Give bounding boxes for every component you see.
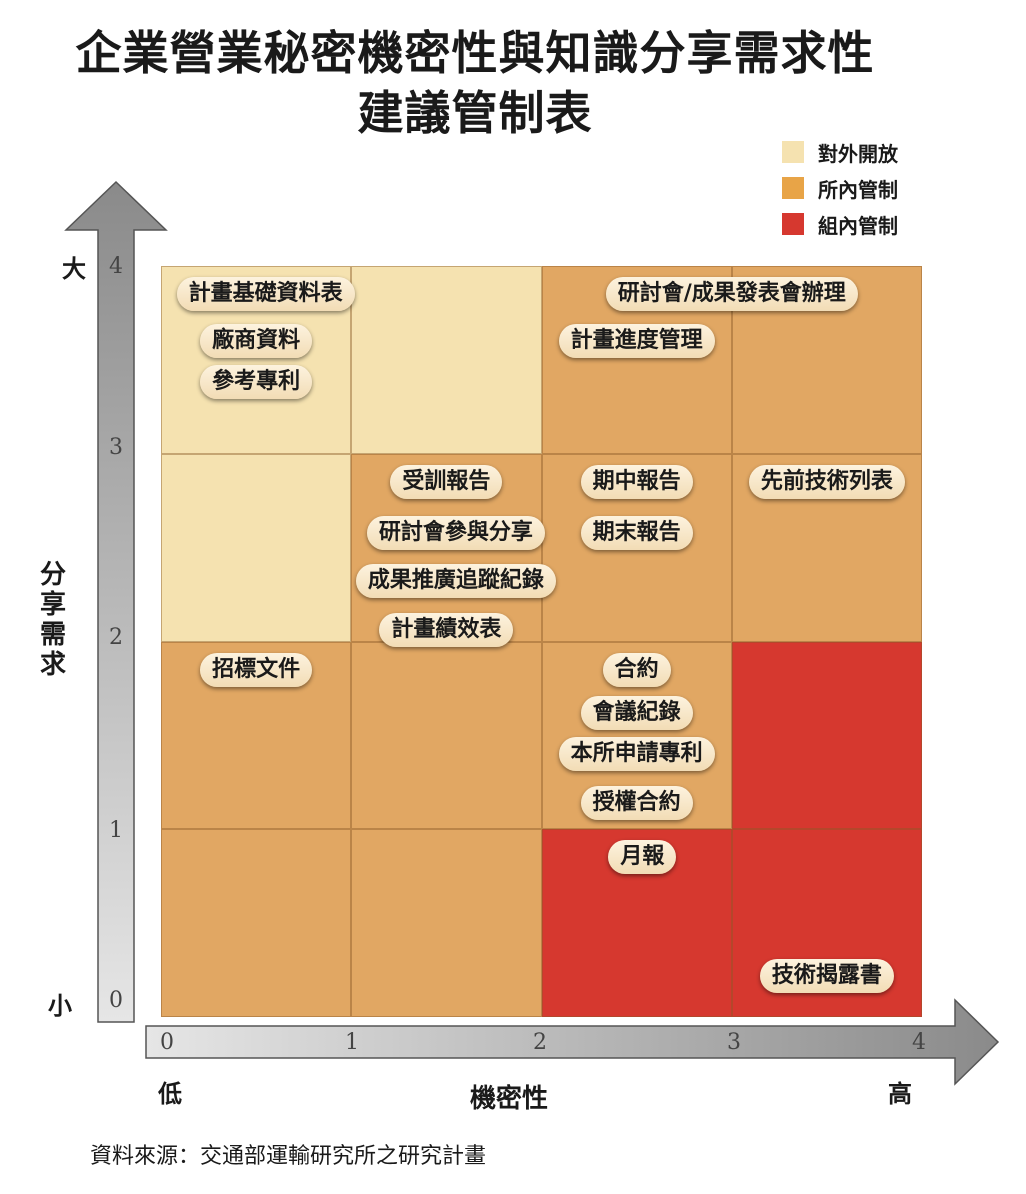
y-tick-0: 0 bbox=[109, 988, 123, 1013]
item-pill: 招標文件 bbox=[200, 652, 313, 687]
legend-item-internal: 所內管制 bbox=[782, 170, 898, 206]
x-tick-1: 1 bbox=[345, 1030, 359, 1055]
y-tick-3: 3 bbox=[109, 435, 123, 460]
y-axis-high-label: 大 bbox=[62, 255, 86, 283]
x-tick-4: 4 bbox=[912, 1030, 926, 1055]
y-axis-arrow bbox=[64, 180, 168, 1023]
item-pill: 技術揭露書 bbox=[759, 958, 894, 993]
x-axis-high-label: 高 bbox=[888, 1080, 912, 1108]
legend-swatch-open bbox=[782, 141, 804, 163]
legend-label: 對外開放 bbox=[818, 141, 898, 166]
page-subtitle: 建議管制表 bbox=[357, 86, 593, 140]
item-pill: 參考專利 bbox=[200, 365, 313, 400]
item-pill: 研討會參與分享 bbox=[366, 515, 545, 550]
x-tick-0: 0 bbox=[160, 1030, 174, 1055]
matrix-cell bbox=[351, 266, 542, 454]
legend-item-open: 對外開放 bbox=[782, 134, 898, 170]
matrix-cell bbox=[351, 829, 542, 1017]
item-pill: 計畫進度管理 bbox=[558, 324, 715, 359]
matrix-cell bbox=[161, 453, 352, 642]
item-pill: 授權合約 bbox=[580, 785, 693, 820]
x-tick-3: 3 bbox=[727, 1030, 741, 1055]
item-pill: 成果推廣追蹤紀錄 bbox=[355, 564, 556, 599]
legend-item-group: 組內管制 bbox=[782, 206, 898, 242]
x-axis-arrow bbox=[145, 998, 1000, 1086]
x-axis-low-label: 低 bbox=[158, 1080, 182, 1108]
y-axis-title: 分享需求 bbox=[39, 560, 66, 680]
item-pill: 受訓報告 bbox=[390, 464, 503, 499]
x-axis-title: 機密性 bbox=[470, 1084, 549, 1114]
y-tick-2: 2 bbox=[109, 625, 123, 650]
item-pill: 先前技術列表 bbox=[748, 464, 905, 499]
item-pill: 期末報告 bbox=[580, 515, 693, 550]
legend: 對外開放 所內管制 組內管制 bbox=[782, 134, 898, 242]
legend-swatch-group bbox=[782, 213, 804, 235]
item-pill: 計畫基礎資料表 bbox=[176, 277, 355, 312]
item-pill: 本所申請專利 bbox=[558, 737, 715, 772]
item-pill: 月報 bbox=[608, 840, 677, 875]
x-tick-2: 2 bbox=[533, 1030, 547, 1055]
matrix-cell bbox=[731, 641, 922, 830]
item-pill: 期中報告 bbox=[580, 464, 693, 499]
y-tick-4: 4 bbox=[109, 254, 123, 279]
item-pill: 會議紀錄 bbox=[580, 695, 693, 730]
page-title: 企業營業秘密機密性與知識分享需求性 bbox=[75, 26, 875, 80]
y-tick-1: 1 bbox=[109, 818, 123, 843]
legend-label: 所內管制 bbox=[818, 177, 898, 202]
item-pill: 計畫績效表 bbox=[379, 613, 514, 648]
matrix-cell bbox=[351, 641, 542, 830]
y-axis-low-label: 小 bbox=[48, 992, 72, 1020]
legend-label: 組內管制 bbox=[818, 213, 898, 238]
source-note: 資料來源：交通部運輸研究所之研究計畫 bbox=[90, 1144, 487, 1169]
item-pill: 研討會/成果發表會辦理 bbox=[605, 277, 858, 312]
item-pill: 廠商資料 bbox=[200, 324, 313, 359]
legend-swatch-internal bbox=[782, 177, 804, 199]
matrix-cell bbox=[161, 829, 352, 1017]
item-pill: 合約 bbox=[602, 652, 671, 687]
